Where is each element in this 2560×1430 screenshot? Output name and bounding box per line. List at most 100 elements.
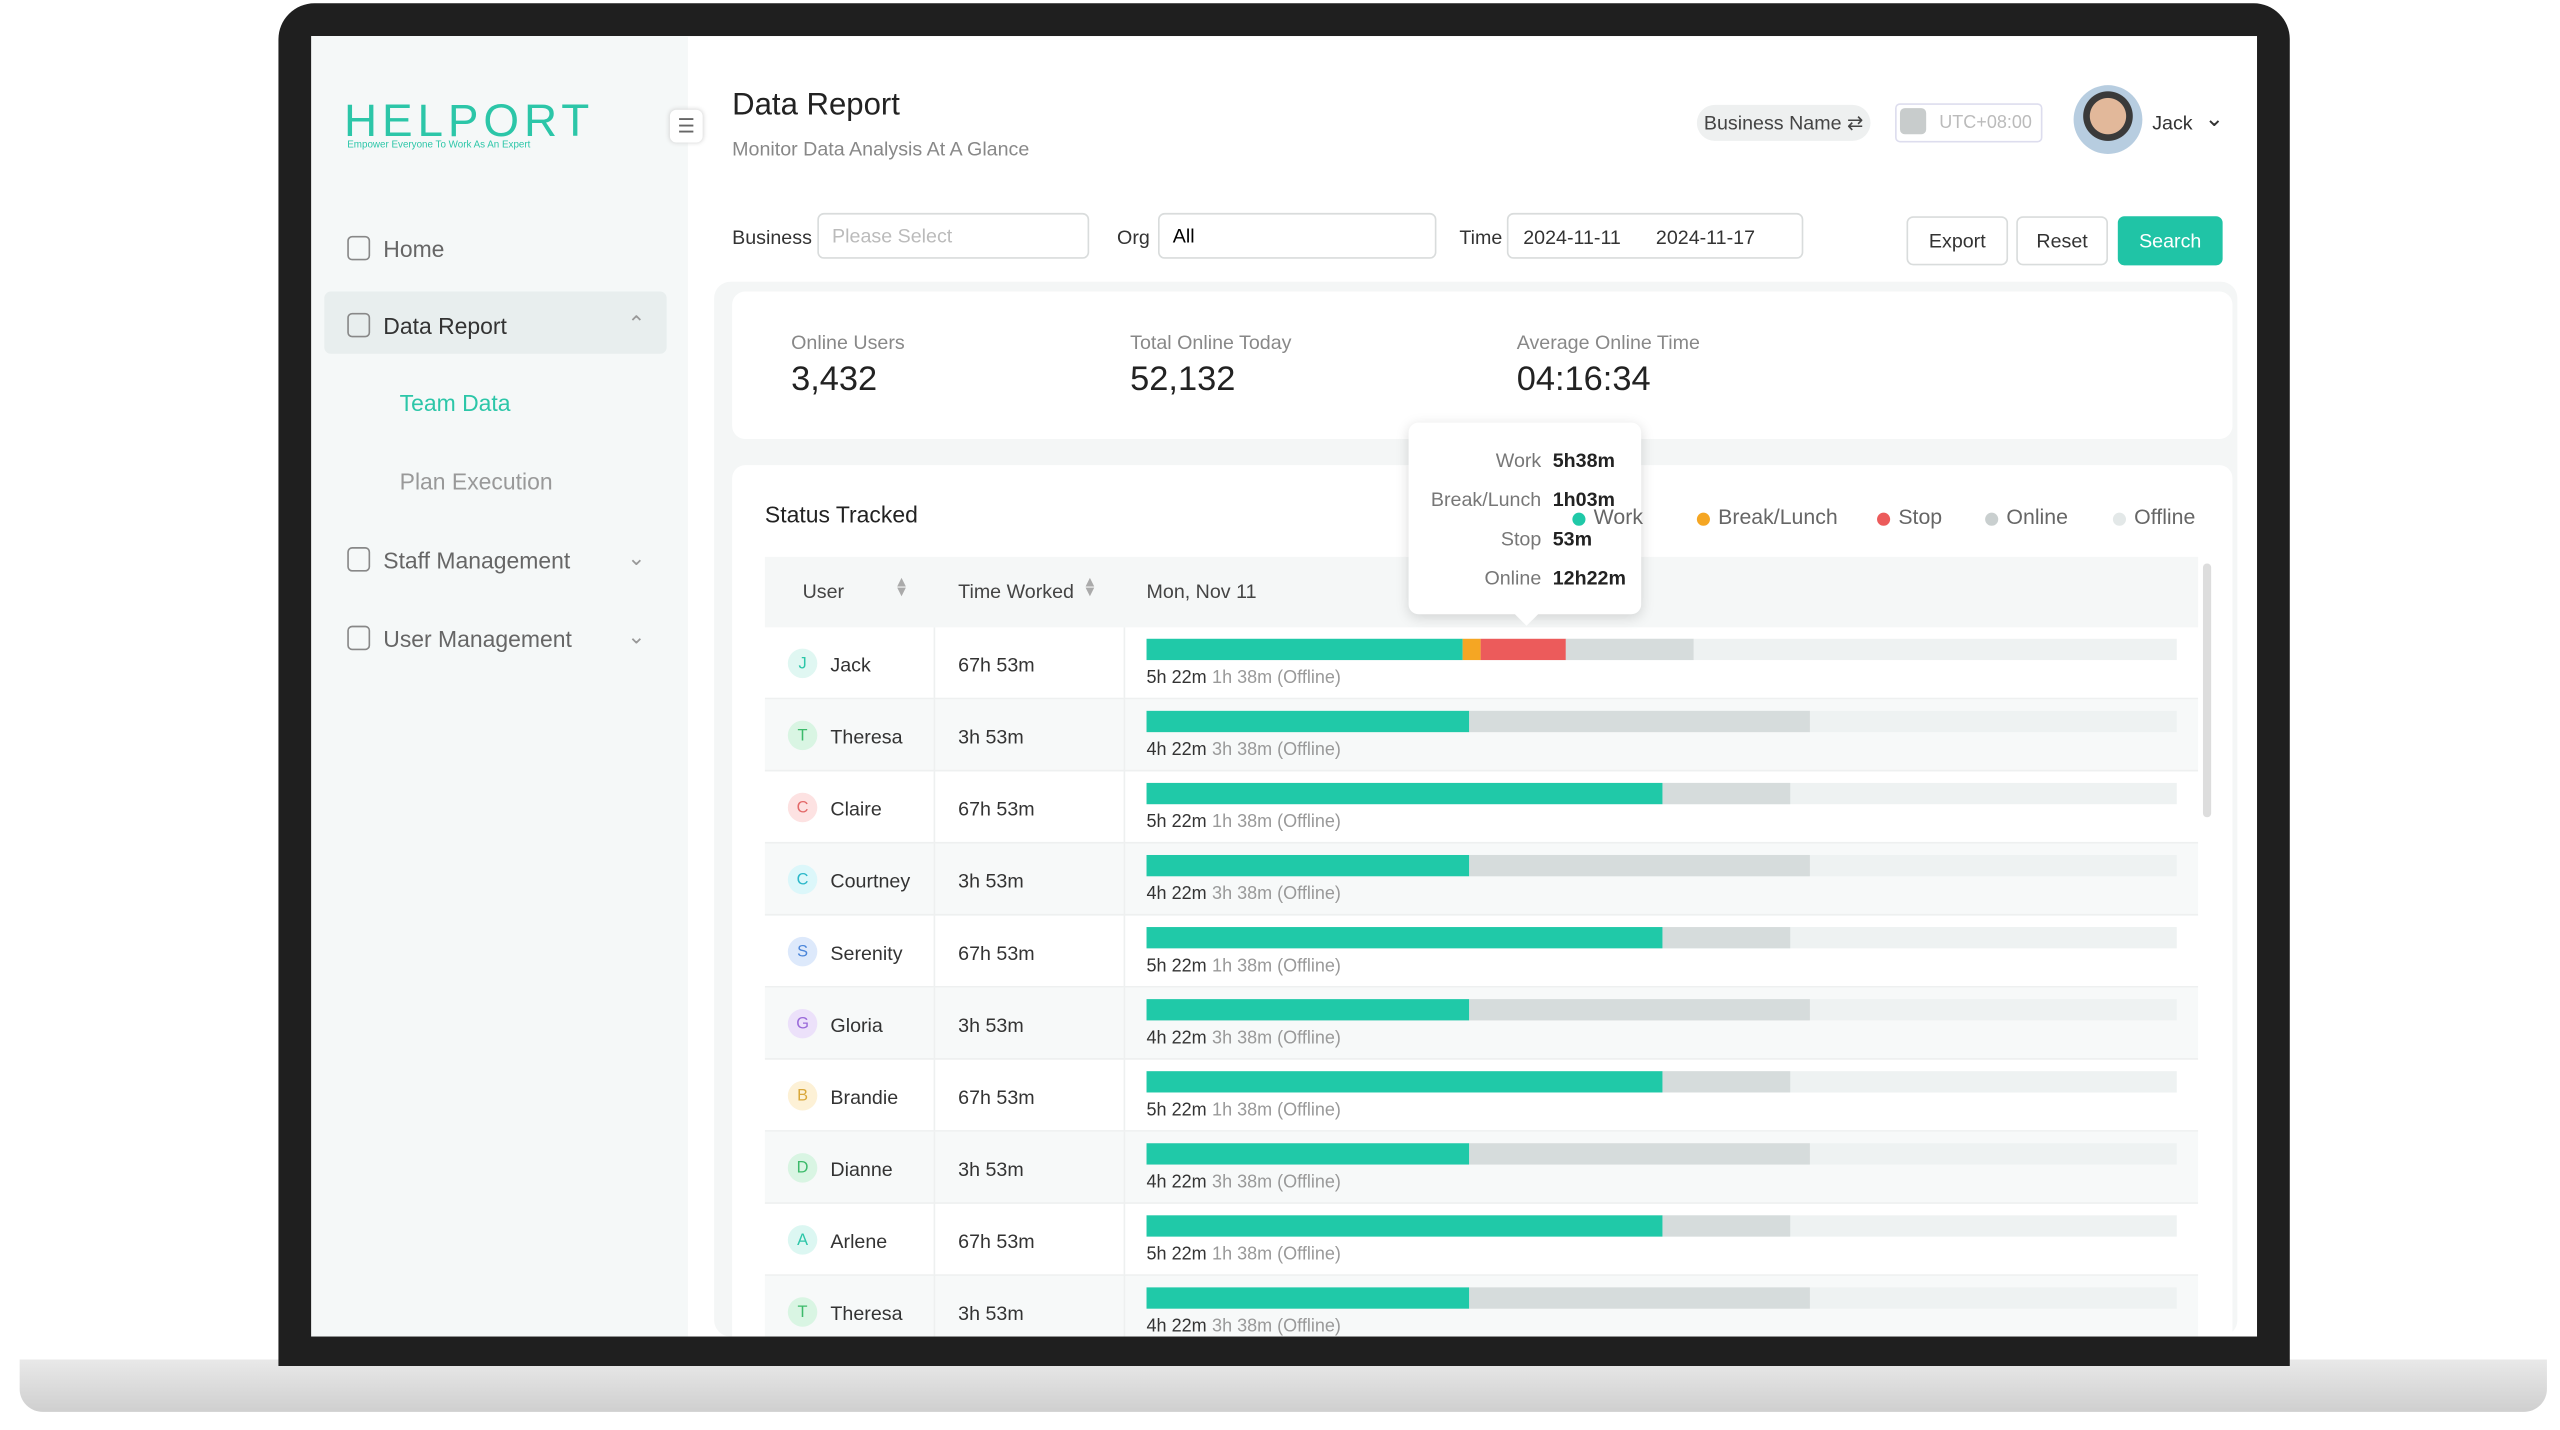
collapse-btn[interactable]: ☰ bbox=[669, 109, 703, 143]
time-worked: 3h 53m bbox=[958, 1013, 1024, 1037]
user-avatar: T bbox=[787, 1297, 818, 1327]
time-worked: 3h 53m bbox=[958, 725, 1024, 749]
bar-segment bbox=[1469, 1287, 1810, 1309]
user-name[interactable]: Brandie bbox=[830, 1085, 899, 1109]
menu-caret: ⌄ bbox=[627, 545, 646, 570]
row-divider bbox=[764, 986, 2199, 988]
bar-segment bbox=[1480, 638, 1566, 661]
col-divider bbox=[1123, 627, 1126, 700]
col-divider bbox=[933, 1059, 936, 1132]
col-divider bbox=[933, 699, 936, 772]
stat-value: 3,432 bbox=[791, 360, 878, 399]
menu-item[interactable]: Team Data bbox=[399, 389, 511, 417]
legend-text: Break/Lunch bbox=[1718, 504, 1838, 530]
legend-dot bbox=[1696, 511, 1710, 526]
user-name[interactable]: Theresa bbox=[830, 725, 903, 749]
menu-caret: ⌃ bbox=[627, 311, 646, 336]
online-time: 5h 22m bbox=[1146, 1244, 1207, 1265]
business-switch[interactable]: Business Name ⇄ bbox=[1696, 104, 1871, 141]
user-name[interactable]: Dianne bbox=[830, 1157, 893, 1181]
offline-time: 3h 38m (Offline) bbox=[1212, 1172, 1341, 1193]
bar-segment bbox=[1146, 1143, 1470, 1165]
menu-item[interactable]: Plan Execution bbox=[399, 468, 553, 495]
legend-text: Offline bbox=[2134, 504, 2196, 530]
col-divider bbox=[1123, 699, 1126, 772]
row-divider bbox=[764, 769, 2199, 772]
menu-item[interactable]: Staff Management bbox=[383, 547, 571, 574]
legend-item: Online bbox=[1985, 504, 2068, 529]
filter-label: Business bbox=[732, 226, 812, 249]
online-time: 5h 22m bbox=[1146, 668, 1207, 688]
time-worked: 67h 53m bbox=[958, 941, 1035, 965]
col-divider bbox=[933, 1131, 936, 1204]
user-name[interactable]: Jack bbox=[830, 653, 871, 677]
online-time: 4h 22m bbox=[1146, 1316, 1207, 1337]
menu-item[interactable]: Home bbox=[383, 235, 445, 263]
bar-segment bbox=[1462, 638, 1481, 661]
tz-icon bbox=[1899, 108, 1927, 135]
offline-time: 3h 38m (Offline) bbox=[1212, 1316, 1341, 1337]
org-select[interactable]: All bbox=[1157, 212, 1437, 259]
button[interactable]: Search bbox=[2117, 216, 2223, 266]
col-divider bbox=[1123, 1275, 1126, 1337]
legend-item: Work bbox=[1572, 504, 1643, 529]
user-name[interactable]: Courtney bbox=[830, 869, 911, 893]
legend-item: Stop bbox=[1877, 504, 1942, 529]
business-select[interactable]: Please Select bbox=[817, 212, 1090, 259]
user-name[interactable]: Gloria bbox=[830, 1013, 883, 1037]
filter-label: Time bbox=[1459, 226, 1503, 249]
user-avatar: A bbox=[787, 1225, 818, 1255]
user-name[interactable]: Theresa bbox=[830, 1302, 903, 1326]
col-divider bbox=[933, 915, 936, 988]
avatar[interactable] bbox=[2073, 85, 2143, 154]
base bbox=[19, 1359, 2547, 1412]
bar-segment bbox=[1662, 782, 1791, 805]
user-name[interactable]: Serenity bbox=[830, 941, 903, 965]
bar-segment bbox=[1146, 1071, 1663, 1093]
date-range[interactable] bbox=[1506, 212, 1804, 259]
user-avatar: T bbox=[787, 720, 818, 751]
scrollbar bbox=[2202, 563, 2212, 818]
col-divider bbox=[933, 843, 936, 916]
stat-value: 52,132 bbox=[1130, 360, 1236, 399]
legend-dot bbox=[2112, 511, 2126, 526]
user-name[interactable]: Arlene bbox=[830, 1230, 888, 1253]
offline-time: 1h 38m (Offline) bbox=[1212, 1244, 1341, 1265]
stats-card bbox=[732, 291, 2233, 439]
col-divider bbox=[933, 627, 936, 700]
menu-active-bg bbox=[324, 291, 667, 354]
time-worked: 67h 53m bbox=[958, 1230, 1035, 1253]
row-divider bbox=[764, 1202, 2199, 1204]
user-avatar: C bbox=[787, 864, 818, 895]
offline-time: 1h 38m (Offline) bbox=[1212, 956, 1341, 977]
menu-icon bbox=[347, 625, 371, 651]
column-header[interactable]: Time Worked bbox=[958, 579, 1074, 603]
legend-text: Stop bbox=[1898, 504, 1943, 530]
bar-segment bbox=[1469, 1143, 1810, 1165]
column-header[interactable]: User bbox=[802, 579, 845, 603]
menu-item[interactable]: Data Report bbox=[383, 312, 507, 340]
online-time: 4h 22m bbox=[1146, 1172, 1207, 1193]
bar-segment bbox=[1146, 1215, 1663, 1237]
bar-segment bbox=[1146, 999, 1470, 1021]
online-time: 4h 22m bbox=[1146, 884, 1207, 905]
legend-dot bbox=[1572, 511, 1586, 526]
row-divider bbox=[764, 1274, 2199, 1276]
tooltip-label: Stop bbox=[1500, 527, 1542, 551]
bar-segment bbox=[1565, 638, 1694, 661]
status-title: Status Tracked bbox=[764, 501, 918, 528]
legend-item: Offline bbox=[2112, 504, 2196, 530]
button[interactable]: Export bbox=[1906, 216, 2009, 266]
button[interactable]: Reset bbox=[2016, 216, 2108, 266]
online-time: 4h 22m bbox=[1146, 740, 1207, 760]
tooltip-value: 12h22m bbox=[1552, 566, 1626, 590]
user-name[interactable]: Claire bbox=[830, 797, 882, 821]
stat-label: Online Users bbox=[791, 330, 905, 354]
offline-time: 3h 38m (Offline) bbox=[1212, 884, 1341, 905]
user-caret[interactable]: ⌄ bbox=[2204, 104, 2224, 132]
menu-item[interactable]: User Management bbox=[383, 625, 572, 652]
tooltip-label: Work bbox=[1495, 448, 1542, 472]
offline-time: 3h 38m (Offline) bbox=[1212, 740, 1341, 760]
date-start: 2024-11-11 bbox=[1523, 226, 1621, 249]
